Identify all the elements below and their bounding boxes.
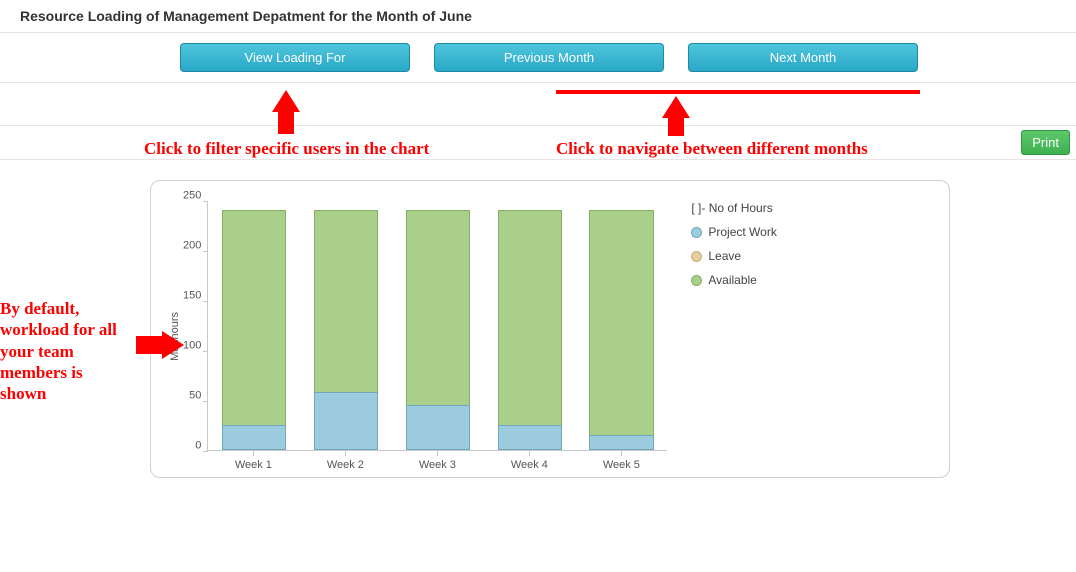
bar-segment-project_work xyxy=(498,425,562,450)
print-row: Print xyxy=(0,125,1076,160)
bar xyxy=(406,210,470,450)
page-title: Resource Loading of Management Depatment… xyxy=(20,8,472,24)
bar-segment-available xyxy=(498,210,562,425)
previous-month-button[interactable]: Previous Month xyxy=(434,43,664,72)
legend-item: Leave xyxy=(691,249,776,263)
bar xyxy=(498,210,562,450)
header-bar: Resource Loading of Management Depatment… xyxy=(0,0,1076,33)
bar-segment-available xyxy=(314,210,378,392)
legend-item: Available xyxy=(691,273,776,287)
bar-slot xyxy=(484,201,576,450)
y-axis-title: Manhours xyxy=(167,312,183,361)
annotation-underline xyxy=(556,90,920,94)
chart-legend: [ ]- No of Hours Project Work Leave Availa… xyxy=(667,201,776,471)
legend-swatch xyxy=(691,275,702,286)
chart-card: Manhours 250200150100500 Week 1Week 2Wee… xyxy=(150,180,950,478)
bar-segment-available xyxy=(222,210,286,425)
legend-label: Available xyxy=(708,273,756,287)
x-tick-label: Week 2 xyxy=(299,451,391,471)
bar-slot xyxy=(576,201,668,450)
bar-segment-project_work xyxy=(314,392,378,450)
print-button[interactable]: Print xyxy=(1021,130,1070,155)
annotation-text-default: By default, workload for all your team m… xyxy=(0,298,130,404)
legend-title: [ ]- No of Hours xyxy=(691,201,776,215)
legend-label: Project Work xyxy=(708,225,776,239)
legend-swatch xyxy=(691,251,702,262)
bar-slot xyxy=(300,201,392,450)
bar-segment-project_work xyxy=(222,425,286,450)
bar-segment-project_work xyxy=(406,405,470,450)
bar-slot xyxy=(208,201,300,450)
bar-slot xyxy=(392,201,484,450)
legend-swatch xyxy=(691,227,702,238)
legend-label: Leave xyxy=(708,249,741,263)
next-month-button[interactable]: Next Month xyxy=(688,43,918,72)
bar-segment-project_work xyxy=(589,435,653,450)
toolbar: View Loading For Previous Month Next Mon… xyxy=(0,33,1076,83)
x-tick-label: Week 5 xyxy=(575,451,667,471)
legend-item: Project Work xyxy=(691,225,776,239)
x-tick-label: Week 3 xyxy=(391,451,483,471)
bar-segment-available xyxy=(589,210,653,435)
y-axis-ticks: 250200150100500 xyxy=(183,201,207,451)
bar xyxy=(589,210,653,450)
bar-segment-available xyxy=(406,210,470,405)
chart-plot-area xyxy=(207,201,667,451)
view-loading-button[interactable]: View Loading For xyxy=(180,43,410,72)
x-tick-label: Week 1 xyxy=(207,451,299,471)
bar xyxy=(314,210,378,450)
bar xyxy=(222,210,286,450)
x-tick-label: Week 4 xyxy=(483,451,575,471)
x-axis-ticks: Week 1Week 2Week 3Week 4Week 5 xyxy=(207,451,667,471)
